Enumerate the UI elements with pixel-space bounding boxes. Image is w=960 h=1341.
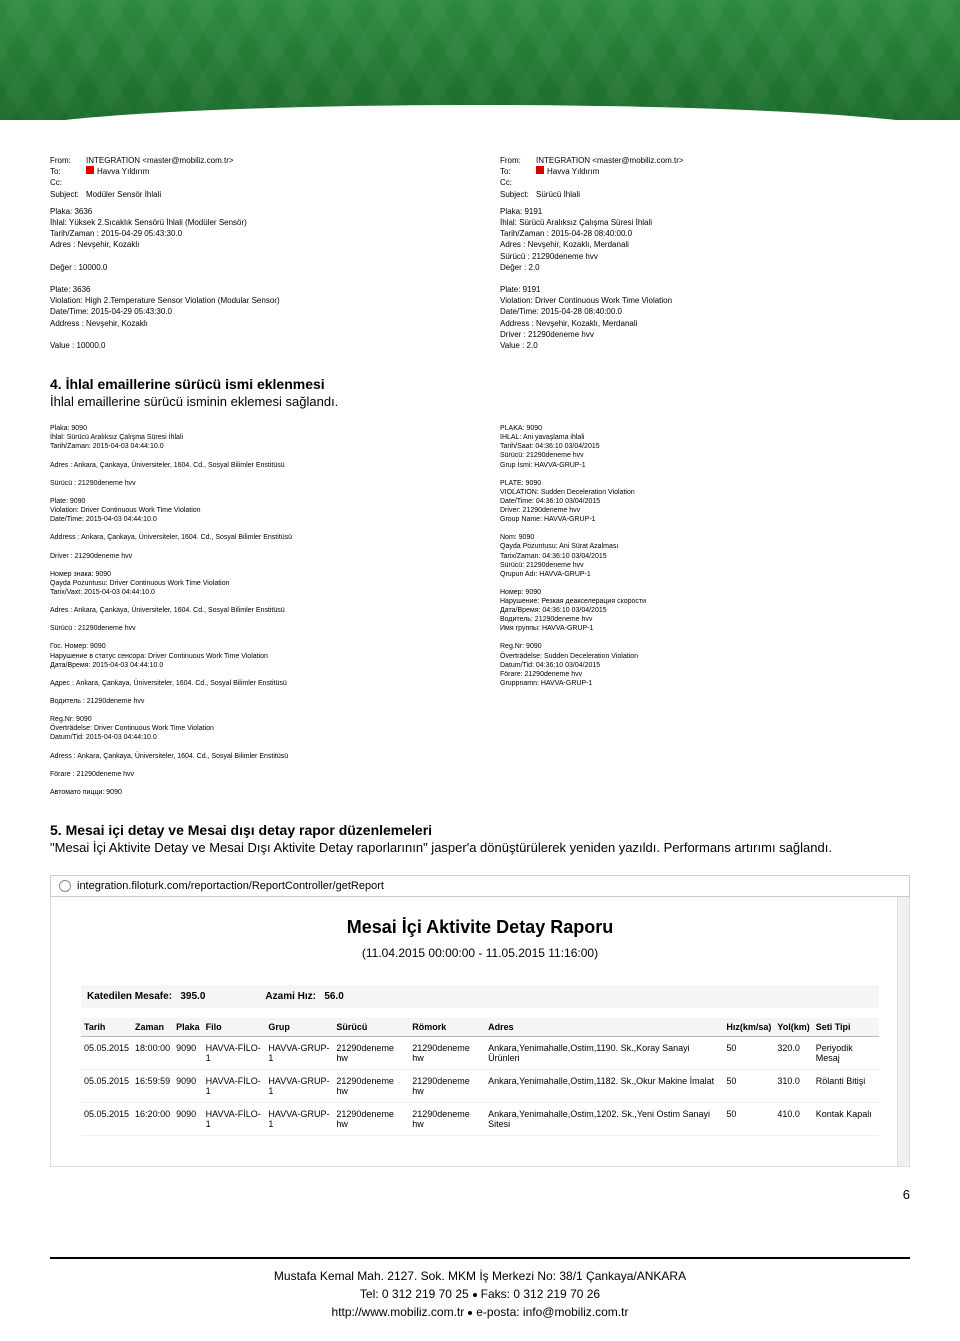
email1-to: Havva Yıldırım bbox=[97, 167, 149, 176]
hiz-val: 56.0 bbox=[324, 991, 343, 1002]
email-screenshot-1: From:INTEGRATION <master@mobiliz.com.tr>… bbox=[50, 155, 460, 351]
table-header: Sürücü bbox=[333, 1018, 409, 1037]
footer-tel: Tel: 0 312 219 70 25 bbox=[360, 1287, 469, 1301]
hiz-label: Azami Hız: bbox=[265, 991, 316, 1002]
footer-fax: Faks: 0 312 219 70 26 bbox=[481, 1287, 600, 1301]
email-screenshots-row: From:INTEGRATION <master@mobiliz.com.tr>… bbox=[50, 155, 910, 351]
report-table: TarihZamanPlakaFiloGrupSürücüRömorkAdres… bbox=[81, 1018, 879, 1136]
report-date-range: (11.04.2015 00:00:00 - 11.05.2015 11:16:… bbox=[81, 946, 879, 960]
globe-icon bbox=[59, 880, 71, 892]
table-header: Seti Tipi bbox=[813, 1018, 879, 1037]
flag-icon bbox=[536, 166, 544, 174]
table-row: 05.05.201516:59:599090HAVVA-FİLO-1HAVVA-… bbox=[81, 1070, 879, 1103]
table-header: Zaman bbox=[132, 1018, 173, 1037]
mesafe-label: Katedilen Mesafe: bbox=[87, 991, 172, 1002]
multilang-right: PLAKA: 9090IHLAL: Ani yavaşlama ihlaliTa… bbox=[500, 424, 910, 797]
multilang-screenshots: Plaka: 9090İhlal: Sürücü Aralıksız Çalış… bbox=[50, 424, 910, 797]
email1-from: INTEGRATION <master@mobiliz.com.tr> bbox=[86, 155, 234, 166]
table-header: Plaka bbox=[173, 1018, 203, 1037]
email2-to: Havva Yıldırım bbox=[547, 167, 599, 176]
email2-from: INTEGRATION <master@mobiliz.com.tr> bbox=[536, 155, 684, 166]
table-header: Filo bbox=[203, 1018, 266, 1037]
table-row: 05.05.201516:20:009090HAVVA-FİLO-1HAVVA-… bbox=[81, 1103, 879, 1136]
email1-body: Plaka: 3636İhlal: Yüksek 2.Sıcaklık Sens… bbox=[50, 206, 460, 351]
email2-subject: Sürücü İhlali bbox=[536, 189, 580, 200]
flag-icon bbox=[86, 166, 94, 174]
url-text: integration.filoturk.com/reportaction/Re… bbox=[77, 880, 384, 892]
email1-subject: Modüler Sensör İhlali bbox=[86, 189, 161, 200]
table-header-row: TarihZamanPlakaFiloGrupSürücüRömorkAdres… bbox=[81, 1018, 879, 1037]
report-stats: Katedilen Mesafe: 395.0 Azami Hız: 56.0 bbox=[81, 985, 879, 1008]
footer: Mustafa Kemal Mah. 2127. Sok. MKM İş Mer… bbox=[0, 1259, 960, 1341]
dot-icon bbox=[473, 1293, 477, 1297]
table-header: Tarih bbox=[81, 1018, 132, 1037]
dot-icon bbox=[468, 1311, 472, 1315]
scrollbar[interactable] bbox=[897, 897, 909, 1166]
table-header: Grup bbox=[265, 1018, 333, 1037]
page-number: 6 bbox=[50, 1187, 910, 1202]
header-banner bbox=[0, 0, 960, 120]
footer-email: e-posta: info@mobiliz.com.tr bbox=[476, 1305, 628, 1319]
table-row: 05.05.201518:00:009090HAVVA-FİLO-1HAVVA-… bbox=[81, 1037, 879, 1070]
table-header: Adres bbox=[485, 1018, 723, 1037]
email-screenshot-2: From:INTEGRATION <master@mobiliz.com.tr>… bbox=[500, 155, 910, 351]
browser-url-bar: integration.filoturk.com/reportaction/Re… bbox=[50, 875, 910, 897]
table-header: Römork bbox=[409, 1018, 485, 1037]
mesafe-val: 395.0 bbox=[180, 991, 205, 1002]
multilang-left: Plaka: 9090İhlal: Sürücü Aralıksız Çalış… bbox=[50, 424, 460, 797]
footer-address: Mustafa Kemal Mah. 2127. Sok. MKM İş Mer… bbox=[0, 1267, 960, 1285]
report-title: Mesai İçi Aktivite Detay Raporu bbox=[81, 917, 879, 938]
table-header: Yol(km) bbox=[774, 1018, 812, 1037]
table-header: Hız(km/sa) bbox=[723, 1018, 774, 1037]
report-panel: Mesai İçi Aktivite Detay Raporu (11.04.2… bbox=[50, 897, 910, 1167]
section-5-title: 5. Mesai içi detay ve Mesai dışı detay r… bbox=[50, 822, 910, 838]
section-5-body: "Mesai İçi Aktivite Detay ve Mesai Dışı … bbox=[50, 840, 910, 855]
section-4-body: İhlal emaillerine sürücü isminin eklemes… bbox=[50, 394, 910, 409]
email2-body: Plaka: 9191İhlal: Sürücü Aralıksız Çalış… bbox=[500, 206, 910, 351]
section-4-title: 4. İhlal emaillerine sürücü ismi eklenme… bbox=[50, 376, 910, 392]
footer-web: http://www.mobiliz.com.tr bbox=[332, 1305, 465, 1319]
main-content: From:INTEGRATION <master@mobiliz.com.tr>… bbox=[0, 155, 960, 1242]
